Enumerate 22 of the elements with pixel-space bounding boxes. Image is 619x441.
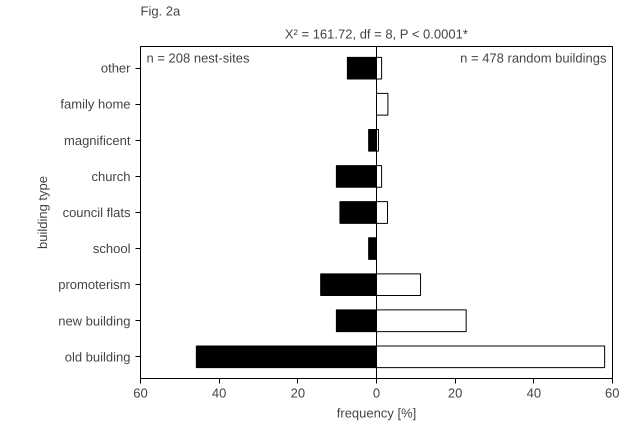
x-tick-label: 40 [212, 386, 226, 400]
y-tick-label: promoterism [58, 277, 131, 292]
y-axis-title: building type [35, 176, 50, 249]
x-axis-title: frequency [%] [336, 406, 416, 420]
x-tick-label: 20 [290, 386, 306, 400]
y-tick-label: council flats [62, 205, 131, 220]
annotation: n = 478 random buildings [460, 50, 607, 66]
y-tick-label: old building [64, 349, 131, 364]
x-tick-label: 60 [605, 386, 619, 400]
x-tick-label: 20 [448, 386, 462, 400]
annotation: n = 208 nest-sites [146, 50, 250, 66]
chart-subtitle: X² = 161.72, df = 8, P < 0.0001* [284, 26, 468, 42]
x-tick-label: 40 [526, 386, 542, 400]
y-tick-label: other [100, 60, 132, 76]
y-tick-label: family home [60, 96, 130, 112]
y-tick-label: magnificent [64, 132, 131, 148]
x-tick-label: 0 [372, 386, 380, 400]
y-tick-label: new building [58, 313, 131, 328]
chart-title: Fig. 2a [140, 4, 182, 18]
y-tick-label: church [91, 168, 131, 184]
y-tick-label: school [92, 241, 131, 256]
x-tick-label: 60 [133, 386, 148, 400]
